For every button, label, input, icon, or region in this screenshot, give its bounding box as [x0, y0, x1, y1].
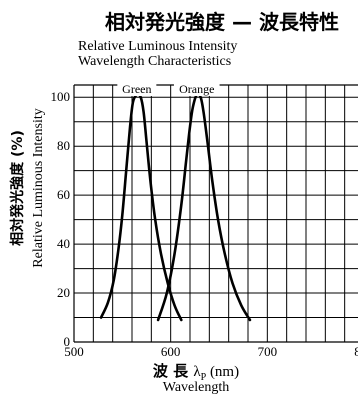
y-axis-label-en: Relative Luminous Intensity [31, 108, 46, 267]
y-tick-label: 80 [57, 138, 70, 153]
y-tick-label: 40 [57, 236, 70, 251]
series [99, 92, 252, 322]
x-axis-label-unit: (nm) [206, 364, 239, 380]
y-tick-label: 100 [51, 89, 71, 104]
x-tick-label: 800 [354, 344, 358, 359]
x-axis-label-symbol: λ [193, 364, 201, 380]
series-label-bg [173, 82, 220, 96]
x-axis-label: 波 長 λP (nm) [153, 362, 239, 383]
series-line-orange [156, 92, 252, 322]
grid [73, 84, 358, 343]
series-label-bg [117, 82, 157, 96]
chart-title-en-line2: Wavelength Characteristics [78, 54, 231, 69]
series-label-green: Green [122, 82, 151, 96]
x-axis-label-sub: P [201, 372, 207, 383]
series-labels: Green Orange [117, 82, 220, 96]
y-tick-label: 20 [57, 285, 70, 300]
x-axis-label-en: Wavelength [163, 380, 230, 395]
x-tick-label: 600 [161, 344, 181, 359]
chart-title-en-line1: Relative Luminous Intensity [78, 39, 237, 54]
y-tick-label: 0 [64, 334, 71, 349]
tick-labels: 0 20 40 60 80 100 500 600 700 800 [51, 89, 358, 359]
y-tick-label: 60 [57, 187, 70, 202]
y-axis-label-jp: 相対発光強度 (%) [9, 130, 26, 246]
series-label-orange: Orange [179, 82, 214, 96]
chart-title-jp: 相対発光強度 — 波長特性 [105, 10, 339, 34]
x-tick-label: 700 [258, 344, 278, 359]
x-tick-label: 500 [64, 344, 84, 359]
x-axis-label-jp: 波 長 [153, 362, 193, 380]
